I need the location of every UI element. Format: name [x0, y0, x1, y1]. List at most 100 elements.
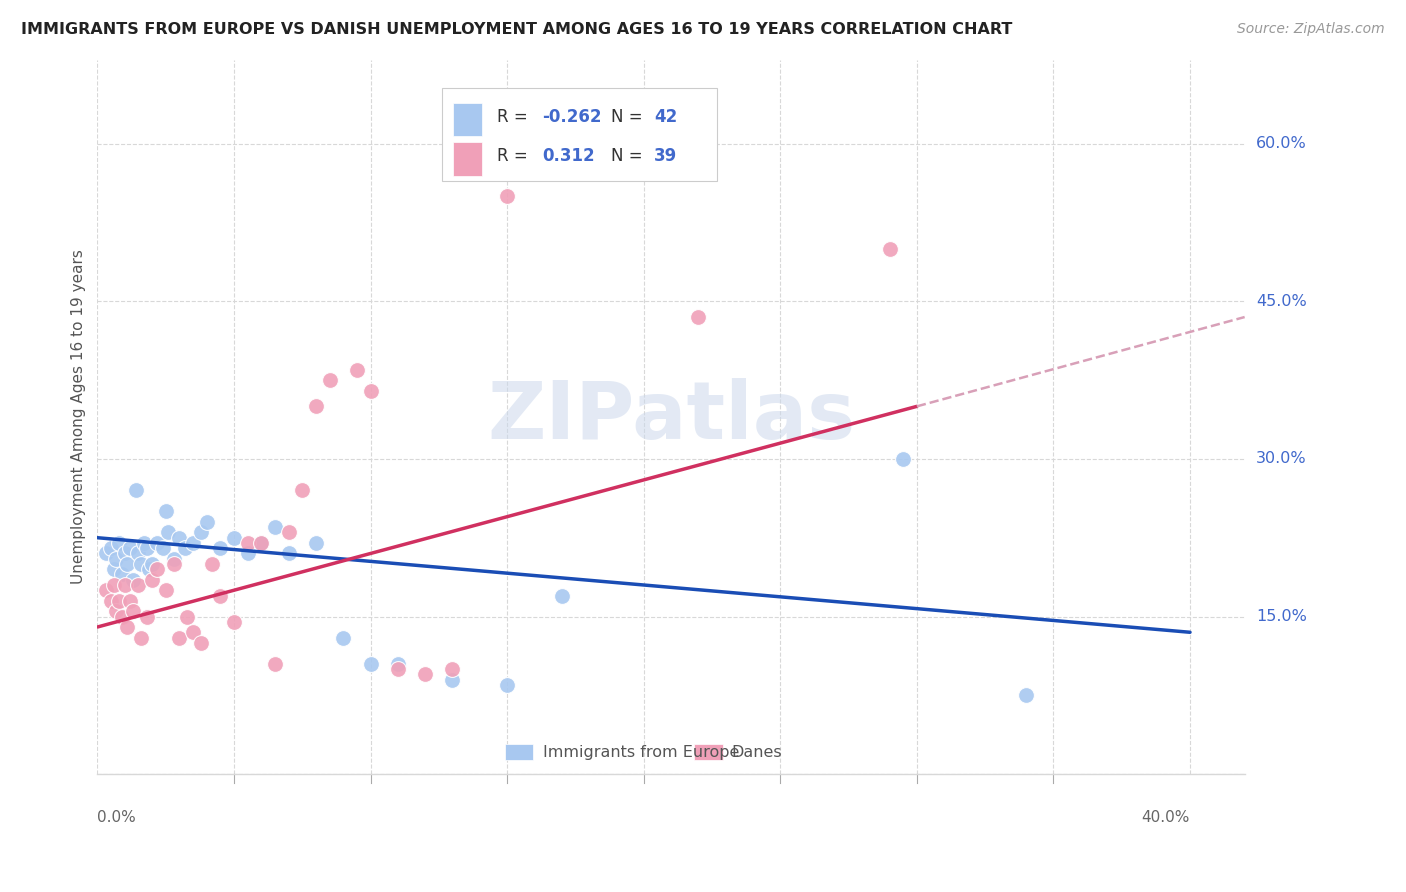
Point	[120, 541, 142, 556]
Point	[146, 536, 169, 550]
Point	[250, 536, 273, 550]
Point	[190, 636, 212, 650]
Point	[441, 673, 464, 687]
Point	[181, 625, 204, 640]
Point	[264, 520, 287, 534]
Point	[250, 536, 273, 550]
Point	[291, 483, 314, 498]
Point	[190, 525, 212, 540]
Bar	[505, 744, 533, 760]
Bar	[695, 744, 723, 760]
Text: N =: N =	[612, 147, 648, 165]
Point	[209, 541, 232, 556]
Point	[105, 551, 128, 566]
Point	[236, 546, 259, 560]
Text: 30.0%: 30.0%	[1256, 451, 1306, 467]
Point	[100, 593, 122, 607]
Point	[100, 541, 122, 556]
Point	[236, 536, 259, 550]
Point	[181, 536, 204, 550]
Point	[94, 583, 117, 598]
Text: 40.0%: 40.0%	[1142, 810, 1189, 825]
Text: Source: ZipAtlas.com: Source: ZipAtlas.com	[1237, 22, 1385, 37]
Text: -0.262: -0.262	[543, 108, 602, 126]
Text: Immigrants from Europe: Immigrants from Europe	[543, 745, 740, 760]
Y-axis label: Unemployment Among Ages 16 to 19 years: Unemployment Among Ages 16 to 19 years	[72, 250, 86, 584]
Text: 15.0%: 15.0%	[1256, 609, 1306, 624]
Point	[121, 573, 143, 587]
Point	[135, 609, 157, 624]
Point	[496, 189, 519, 203]
Point	[111, 609, 134, 624]
Text: 39: 39	[654, 147, 678, 165]
Point	[209, 589, 232, 603]
Point	[195, 515, 218, 529]
Point	[346, 362, 368, 376]
Point	[332, 631, 354, 645]
Text: 60.0%: 60.0%	[1256, 136, 1306, 151]
Text: ZIPatlas: ZIPatlas	[486, 378, 855, 456]
Bar	[453, 103, 482, 136]
Bar	[453, 143, 482, 176]
Point	[176, 609, 198, 624]
Text: 45.0%: 45.0%	[1256, 293, 1306, 309]
Point	[103, 578, 125, 592]
Point	[146, 562, 169, 576]
Point	[111, 567, 134, 582]
Point	[138, 562, 160, 576]
Point	[114, 546, 136, 560]
Text: R =: R =	[496, 108, 533, 126]
Point	[127, 546, 149, 560]
Point	[1015, 689, 1038, 703]
Point	[157, 525, 180, 540]
Point	[222, 531, 245, 545]
Point	[222, 615, 245, 629]
Point	[105, 604, 128, 618]
Point	[201, 557, 224, 571]
Point	[163, 551, 186, 566]
Point	[132, 536, 155, 550]
Point	[141, 557, 163, 571]
Point	[879, 242, 901, 256]
Point	[891, 451, 914, 466]
Text: 0.312: 0.312	[543, 147, 595, 165]
Point	[277, 546, 299, 560]
Point	[127, 578, 149, 592]
Point	[120, 593, 142, 607]
Point	[305, 400, 328, 414]
Point	[135, 541, 157, 556]
Text: N =: N =	[612, 108, 648, 126]
Point	[155, 583, 177, 598]
Point	[129, 557, 152, 571]
Point	[688, 310, 710, 324]
Point	[141, 573, 163, 587]
Point	[360, 384, 382, 398]
Point	[387, 662, 409, 676]
Point	[117, 557, 139, 571]
Text: 42: 42	[654, 108, 678, 126]
Point	[264, 657, 287, 671]
Point	[124, 483, 146, 498]
Text: R =: R =	[496, 147, 538, 165]
Point	[387, 657, 409, 671]
FancyBboxPatch shape	[441, 88, 717, 181]
Point	[152, 541, 174, 556]
Point	[496, 678, 519, 692]
Point	[441, 662, 464, 676]
Point	[413, 667, 436, 681]
Point	[551, 589, 574, 603]
Point	[360, 657, 382, 671]
Point	[94, 546, 117, 560]
Point	[277, 525, 299, 540]
Text: Danes: Danes	[731, 745, 782, 760]
Point	[108, 593, 131, 607]
Point	[108, 536, 131, 550]
Point	[169, 531, 191, 545]
Point	[305, 536, 328, 550]
Point	[129, 631, 152, 645]
Point	[169, 631, 191, 645]
Point	[173, 541, 195, 556]
Point	[117, 620, 139, 634]
Point	[163, 557, 186, 571]
Point	[318, 373, 340, 387]
